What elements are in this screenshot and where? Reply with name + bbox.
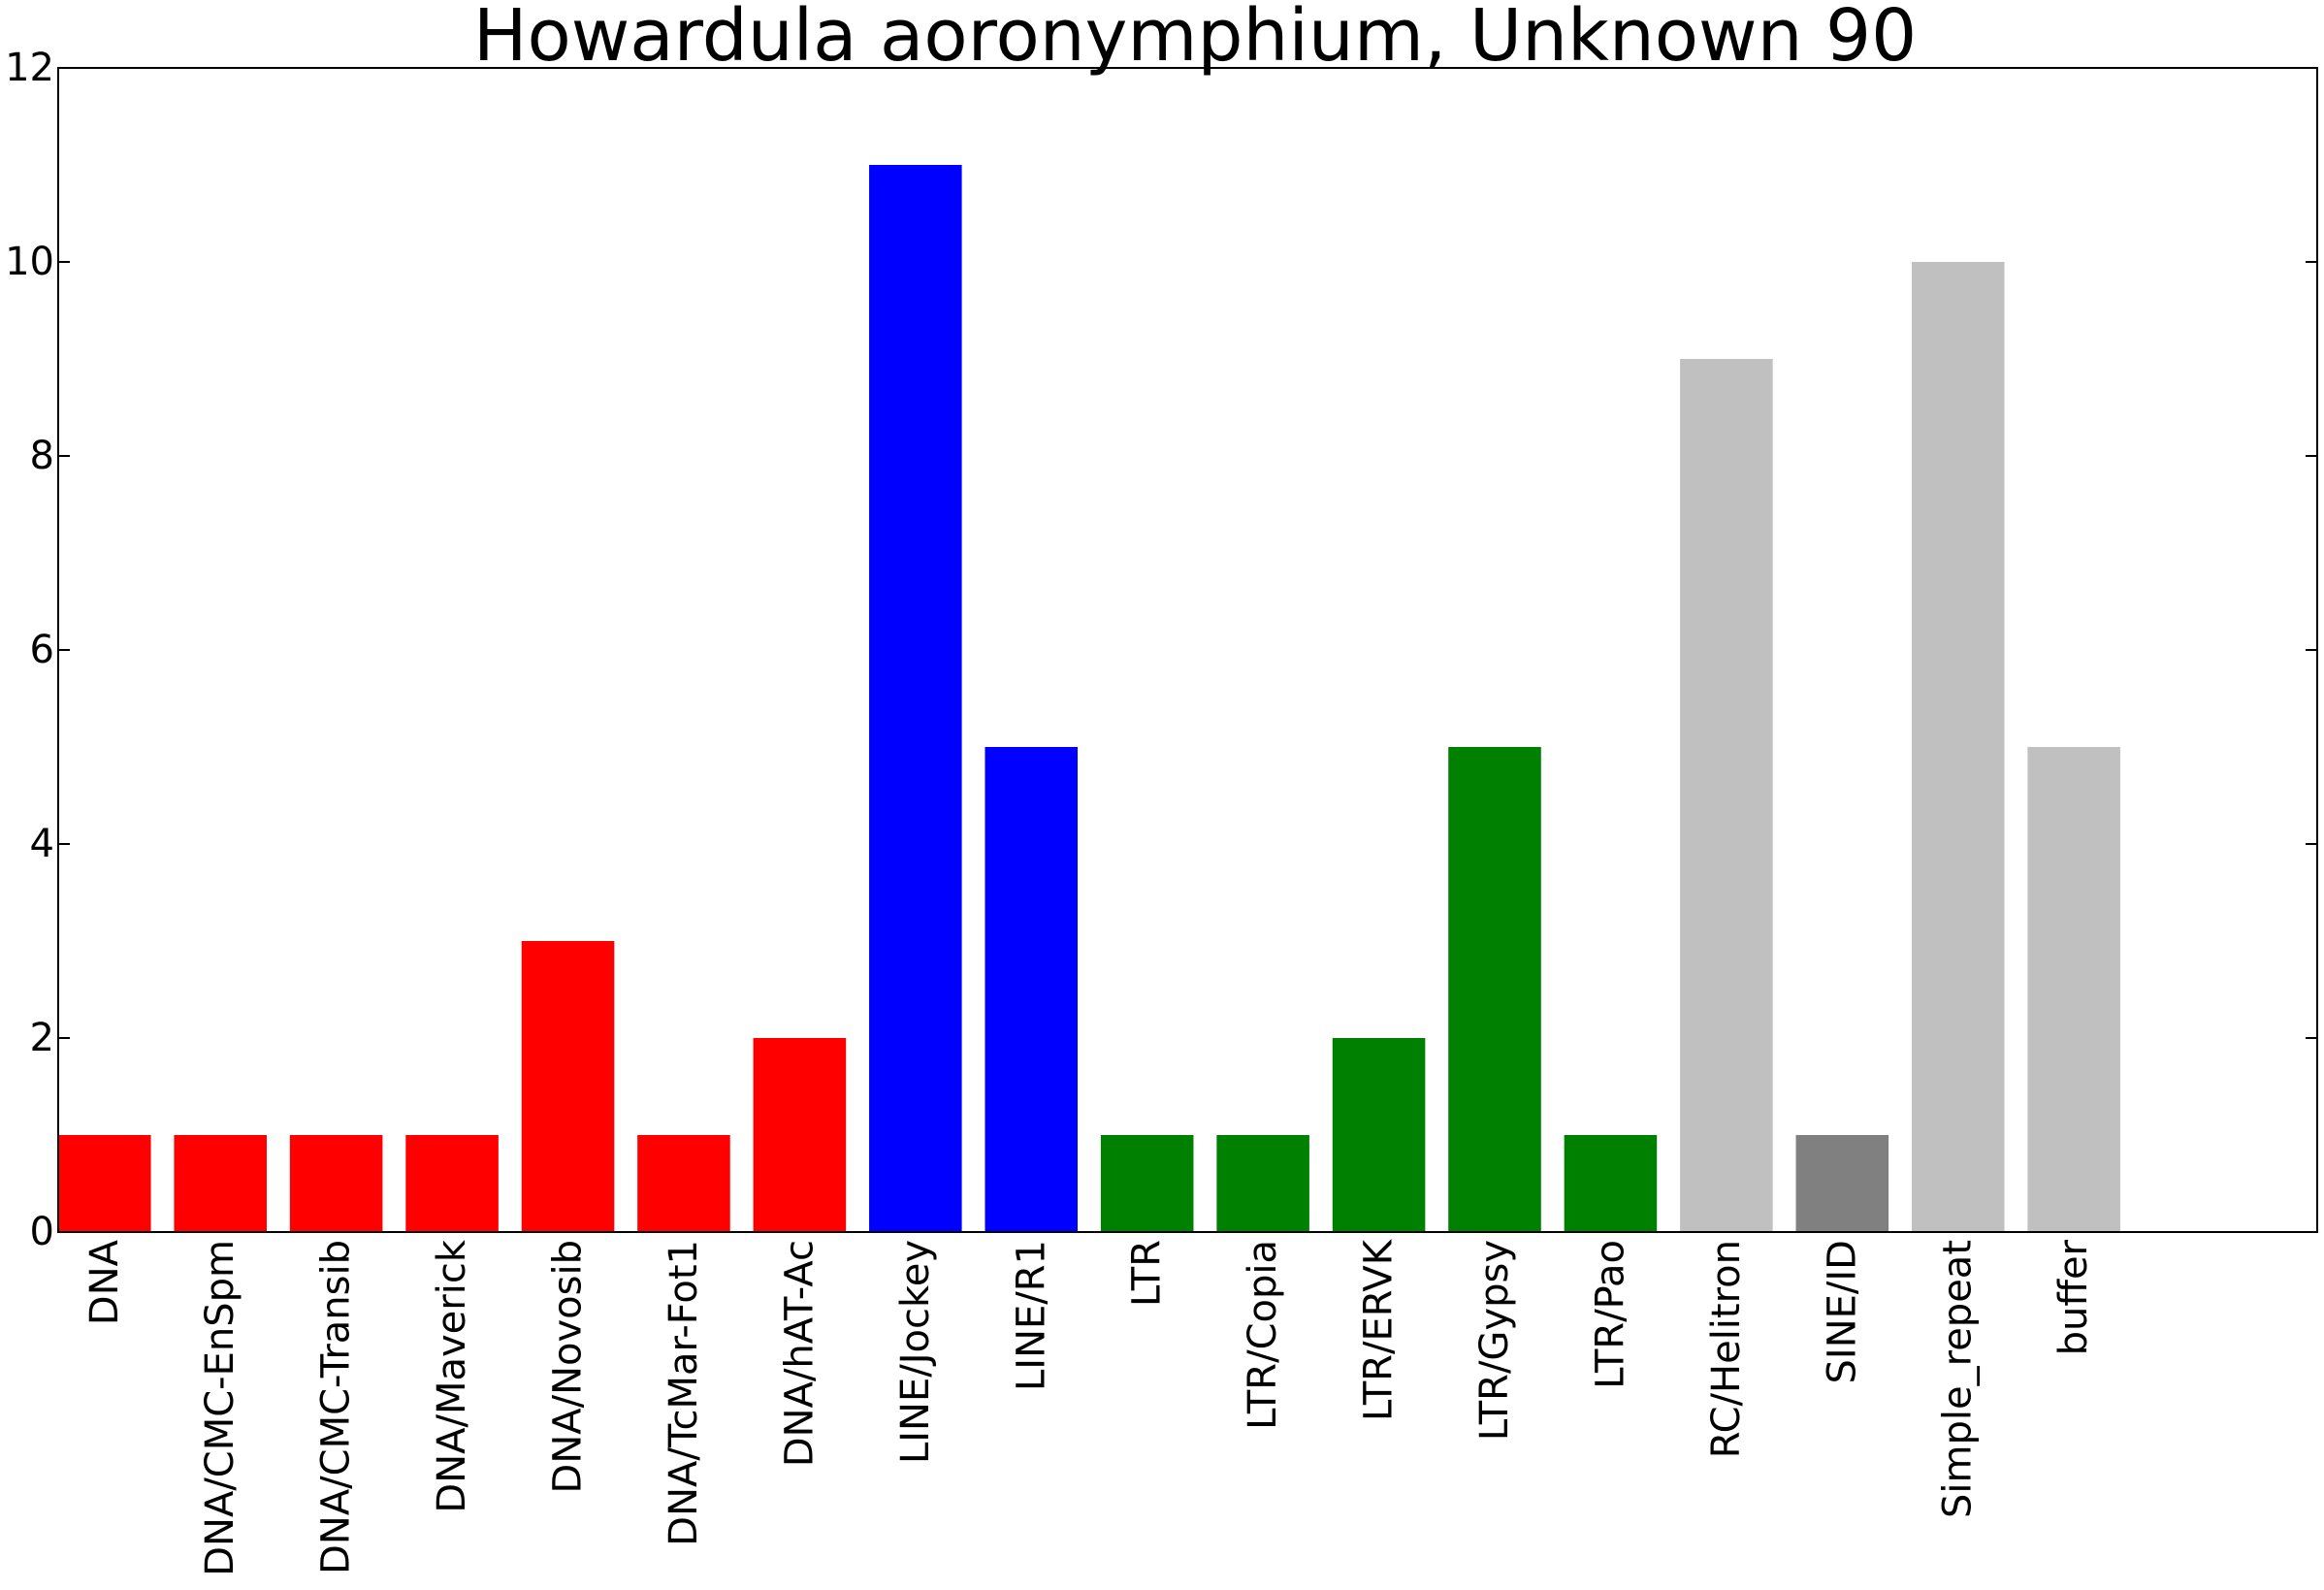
y-axis: 0 2 4 6 8 10 12	[5, 46, 2317, 1254]
bar-15	[1795, 1135, 1889, 1232]
y-tick-label-5: 10	[5, 240, 54, 284]
x-tick-label-9: LTR	[1125, 1240, 1170, 1307]
bar-6	[753, 1038, 847, 1232]
plot-frame	[57, 67, 2318, 1233]
y-tick-label-2: 4	[30, 822, 54, 866]
bar-8	[984, 747, 1079, 1232]
bar-16	[1911, 262, 2005, 1232]
bar-9	[1100, 1135, 1194, 1232]
bar-2	[289, 1135, 383, 1232]
x-axis: DNA DNA/CMC-EnSpm DNA/CMC-Transib DNA/Maver…	[82, 1238, 2096, 1576]
x-tick-label-0: DNA	[82, 1239, 127, 1325]
y-tick-label-0: 0	[30, 1210, 54, 1254]
x-tick-label-3: DNA/Maverick	[430, 1239, 474, 1512]
bar-5	[637, 1135, 730, 1232]
bar-10	[1216, 1135, 1309, 1232]
x-tick-label-16: Simple_repeat	[1936, 1240, 1981, 1518]
y-tick-label-1: 2	[30, 1016, 54, 1060]
bar-3	[405, 1135, 499, 1232]
x-tick-label-14: RC/Helitron	[1704, 1240, 1749, 1458]
x-tick-label-7: LINE/Jockey	[893, 1240, 938, 1464]
x-tick-label-11: LTR/ERVK	[1357, 1238, 1402, 1421]
x-tick-label-10: LTR/Copia	[1241, 1240, 1285, 1430]
x-tick-label-5: DNA/TcMar-Fot1	[662, 1240, 706, 1546]
bar-0	[58, 1135, 151, 1232]
bars-group	[58, 165, 2120, 1232]
y-tick-label-3: 6	[30, 628, 54, 672]
bar-4	[521, 941, 615, 1232]
x-tick-label-2: DNA/CMC-Transib	[314, 1240, 359, 1574]
bar-12	[1448, 747, 1541, 1232]
x-tick-label-1: DNA/CMC-EnSpm	[198, 1240, 242, 1576]
y-tick-label-6: 12	[5, 46, 54, 90]
bar-7	[869, 165, 962, 1232]
bar-17	[2027, 747, 2120, 1232]
bar-1	[174, 1135, 267, 1232]
bar-11	[1332, 1038, 1426, 1232]
x-tick-label-13: LTR/Pao	[1588, 1240, 1632, 1389]
bar-13	[1564, 1135, 1658, 1232]
x-tick-label-12: LTR/Gypsy	[1472, 1240, 1517, 1441]
bar-14	[1680, 359, 1773, 1232]
x-tick-label-8: LINE/R1	[1009, 1240, 1053, 1391]
x-tick-label-15: SINE/ID	[1820, 1240, 1864, 1383]
x-tick-label-6: DNA/hAT-Ac	[777, 1240, 822, 1467]
x-tick-label-17: buffer	[2051, 1239, 2096, 1355]
x-tick-label-4: DNA/Novosib	[546, 1240, 591, 1493]
chart-title: Howardula aoronymphium, Unknown 90	[473, 0, 1917, 78]
y-tick-label-4: 8	[30, 434, 54, 478]
